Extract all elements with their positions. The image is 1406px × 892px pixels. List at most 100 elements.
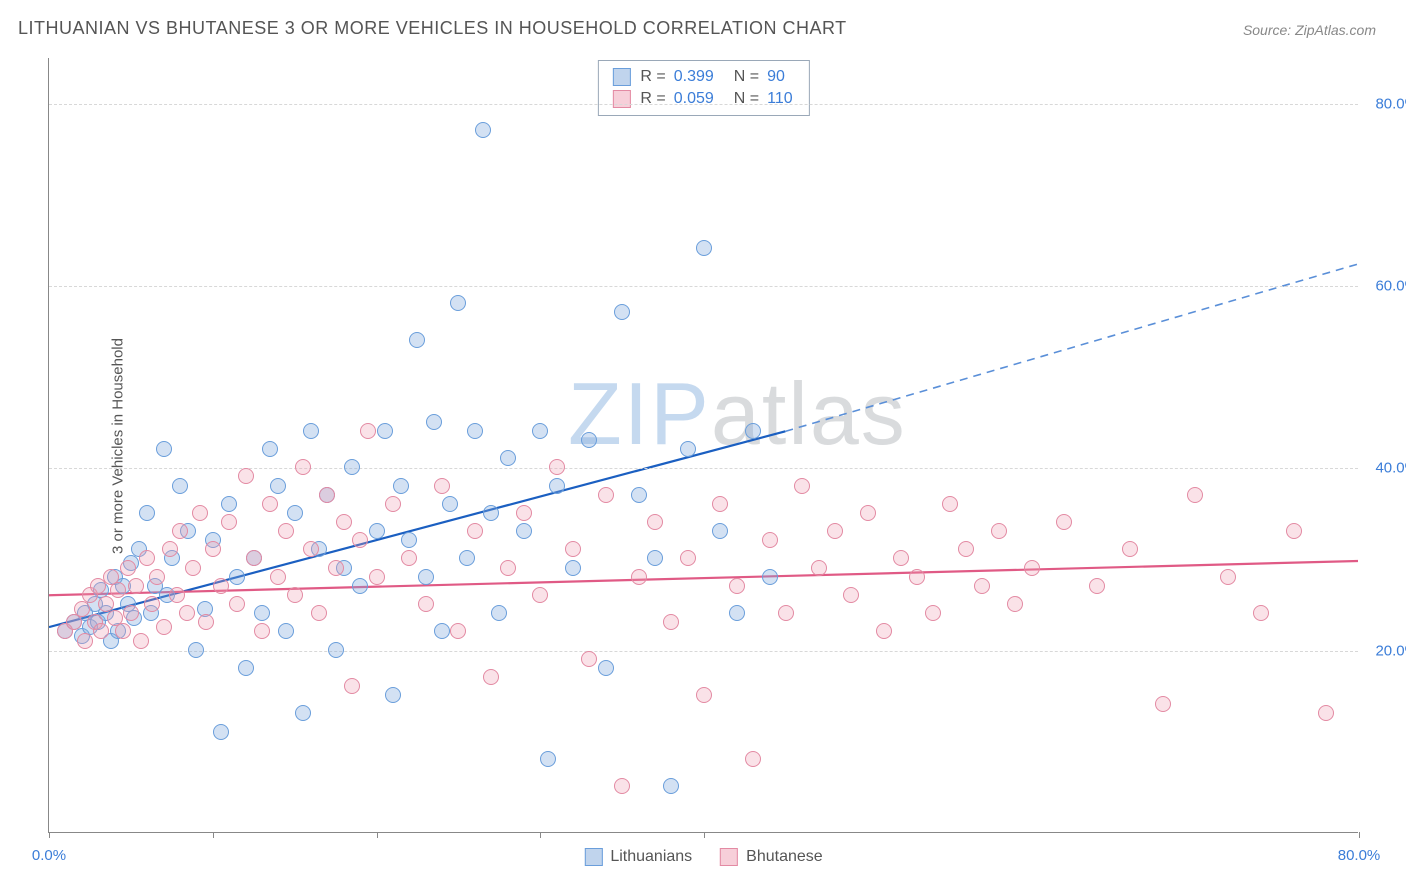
correlation-legend: R = 0.399 N = 90 R = 0.059 N = 110 xyxy=(597,60,809,116)
x-tick xyxy=(213,832,214,838)
data-point xyxy=(77,633,93,649)
data-point xyxy=(385,687,401,703)
data-point xyxy=(663,614,679,630)
x-tick-label: 0.0% xyxy=(32,847,66,864)
legend-r-value: 0.059 xyxy=(674,88,714,110)
legend-r-label: R = xyxy=(640,66,665,88)
data-point xyxy=(254,623,270,639)
data-point xyxy=(328,560,344,576)
legend-n-label: N = xyxy=(734,88,759,110)
data-point xyxy=(475,122,491,138)
data-point xyxy=(93,623,109,639)
data-point xyxy=(385,496,401,512)
data-point xyxy=(188,642,204,658)
x-tick-label: 80.0% xyxy=(1338,847,1381,864)
data-point xyxy=(221,496,237,512)
data-point xyxy=(581,651,597,667)
data-point xyxy=(115,623,131,639)
data-point xyxy=(1007,596,1023,612)
data-point xyxy=(540,751,556,767)
data-point xyxy=(459,550,475,566)
x-tick xyxy=(49,832,50,838)
x-tick xyxy=(1359,832,1360,838)
data-point xyxy=(565,541,581,557)
data-point xyxy=(328,642,344,658)
data-point xyxy=(287,505,303,521)
data-point xyxy=(1024,560,1040,576)
data-point xyxy=(213,578,229,594)
y-tick-label: 60.0% xyxy=(1375,277,1406,294)
data-point xyxy=(614,778,630,794)
data-point xyxy=(156,619,172,635)
scatter-plot: ZIPatlas R = 0.399 N = 90 R = 0.059 N = … xyxy=(48,58,1358,833)
legend-n-value: 90 xyxy=(767,66,785,88)
source-attribution: Source: ZipAtlas.com xyxy=(1243,22,1376,38)
data-point xyxy=(192,505,208,521)
data-point xyxy=(483,505,499,521)
data-point xyxy=(1187,487,1203,503)
data-point xyxy=(598,660,614,676)
data-point xyxy=(696,240,712,256)
data-point xyxy=(467,523,483,539)
data-point xyxy=(778,605,794,621)
legend-series-name: Bhutanese xyxy=(746,848,823,866)
data-point xyxy=(311,605,327,621)
data-point xyxy=(549,478,565,494)
data-point xyxy=(876,623,892,639)
data-point xyxy=(631,569,647,585)
data-point xyxy=(1318,705,1334,721)
data-point xyxy=(120,560,136,576)
data-point xyxy=(133,633,149,649)
data-point xyxy=(516,505,532,521)
data-point xyxy=(128,578,144,594)
data-point xyxy=(278,623,294,639)
data-point xyxy=(991,523,1007,539)
y-tick-label: 80.0% xyxy=(1375,95,1406,112)
data-point xyxy=(663,778,679,794)
data-point xyxy=(156,441,172,457)
data-point xyxy=(213,724,229,740)
legend-swatch xyxy=(612,68,630,86)
y-tick-label: 20.0% xyxy=(1375,642,1406,659)
data-point xyxy=(66,614,82,630)
data-point xyxy=(843,587,859,603)
data-point xyxy=(532,587,548,603)
data-point xyxy=(139,550,155,566)
data-point xyxy=(712,523,728,539)
data-point xyxy=(958,541,974,557)
data-point xyxy=(246,550,262,566)
data-point xyxy=(1220,569,1236,585)
data-point xyxy=(262,496,278,512)
data-point xyxy=(811,560,827,576)
data-point xyxy=(172,523,188,539)
watermark: ZIPatlas xyxy=(568,363,907,465)
y-tick-label: 40.0% xyxy=(1375,460,1406,477)
gridline xyxy=(49,286,1358,287)
legend-n-value: 110 xyxy=(767,88,793,110)
data-point xyxy=(442,496,458,512)
data-point xyxy=(229,596,245,612)
data-point xyxy=(647,550,663,566)
data-point xyxy=(827,523,843,539)
data-point xyxy=(434,478,450,494)
data-point xyxy=(1286,523,1302,539)
data-point xyxy=(344,678,360,694)
data-point xyxy=(1056,514,1072,530)
data-point xyxy=(565,560,581,576)
data-point xyxy=(696,687,712,703)
data-point xyxy=(762,532,778,548)
data-point xyxy=(1122,541,1138,557)
legend-swatch xyxy=(720,848,738,866)
data-point xyxy=(794,478,810,494)
data-point xyxy=(221,514,237,530)
data-point xyxy=(352,578,368,594)
data-point xyxy=(942,496,958,512)
data-point xyxy=(110,582,126,598)
data-point xyxy=(303,541,319,557)
data-point xyxy=(270,569,286,585)
data-point xyxy=(344,459,360,475)
data-point xyxy=(401,532,417,548)
data-point xyxy=(270,478,286,494)
data-point xyxy=(198,614,214,630)
data-point xyxy=(369,523,385,539)
